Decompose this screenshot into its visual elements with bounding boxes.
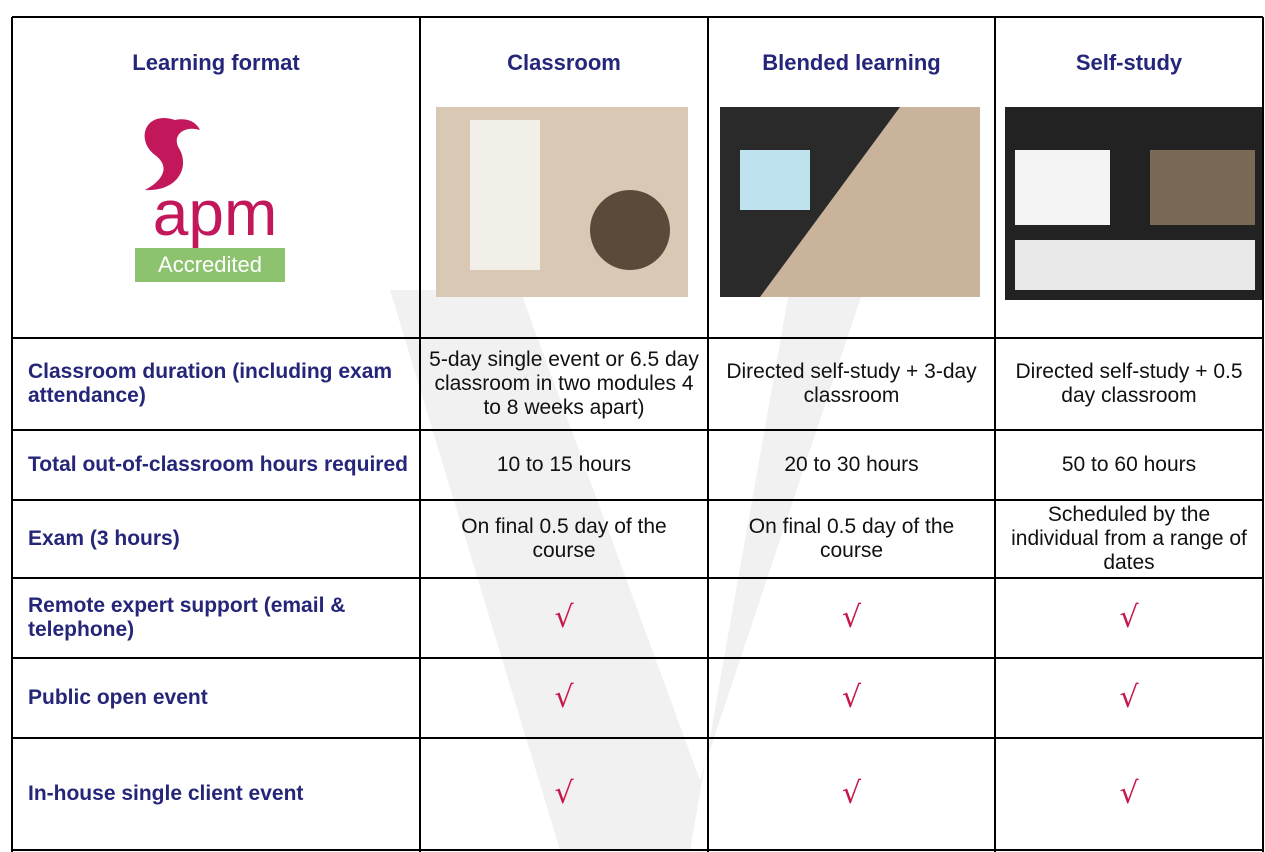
row-label: In-house single client event	[28, 782, 304, 806]
row-border	[12, 577, 1263, 579]
cell-text: Scheduled by the individual from a range…	[1011, 503, 1247, 574]
column-border	[419, 17, 421, 852]
column-header: Learning format	[132, 50, 300, 75]
check-mark: √	[841, 600, 862, 636]
check-mark: √	[554, 600, 574, 636]
logo-badge	[135, 248, 285, 282]
column-header: Classroom	[507, 50, 621, 75]
logo-badge-text: Accredited	[158, 252, 262, 277]
cell-text: On final 0.5 day of the course	[748, 515, 955, 562]
column-header: Self-study	[1075, 50, 1183, 75]
check-mark: √	[554, 680, 574, 716]
column-border	[707, 17, 709, 852]
row-border	[12, 657, 1263, 659]
cell-text: Directed self-study + 3-day classroom	[726, 360, 977, 407]
row-border	[12, 16, 1263, 18]
check-mark: √	[1119, 600, 1139, 636]
row-border	[12, 429, 1263, 431]
column-header: Blended learning	[762, 50, 941, 75]
row-label: Remote expert support (email & telephone…	[28, 594, 346, 641]
row-border	[12, 737, 1263, 739]
column-border	[1262, 17, 1264, 852]
cell-text: 20 to 30 hours	[784, 453, 919, 477]
apm-logo: apm Accredited	[135, 118, 285, 282]
row-label: Total out-of-classroom hours required	[28, 453, 408, 477]
check-mark: √	[1119, 680, 1139, 716]
cell-text: 10 to 15 hours	[496, 453, 632, 477]
column-border	[11, 17, 13, 852]
row-border	[12, 849, 1263, 851]
row-label: Public open event	[28, 686, 208, 710]
cell-text: Directed self-study + 0.5 day classroom	[1015, 360, 1243, 407]
logo-text: apm	[153, 177, 278, 249]
check-mark: √	[554, 776, 574, 812]
check-mark: √	[841, 776, 862, 812]
row-label: Classroom duration (including exam atten…	[28, 360, 393, 407]
cell-text: 50 to 60 hours	[1061, 453, 1197, 477]
cell-text: 5-day single event or 6.5 day classroom …	[429, 348, 699, 419]
row-border	[12, 337, 1263, 339]
column-border	[994, 17, 996, 852]
row-border	[12, 499, 1263, 501]
cell-text: On final 0.5 day of the course	[461, 515, 667, 562]
check-mark: √	[1119, 776, 1139, 812]
row-label: Exam (3 hours)	[28, 527, 180, 551]
check-mark: √	[841, 680, 862, 716]
